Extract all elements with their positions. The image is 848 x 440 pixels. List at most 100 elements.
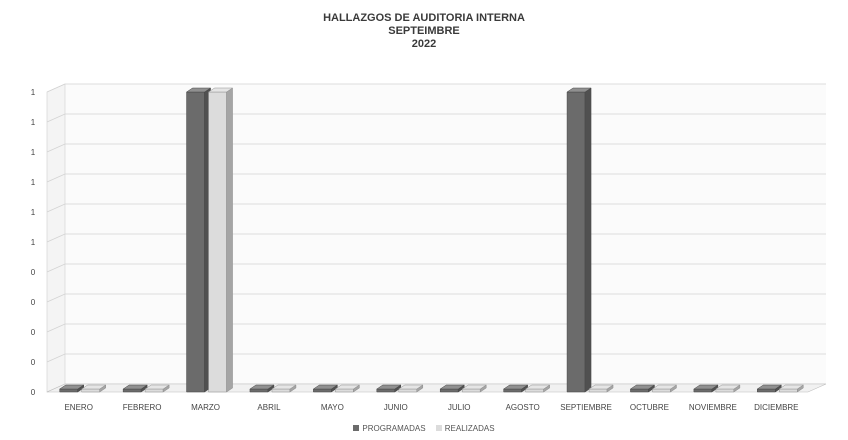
bar-programadas-septiembre	[566, 87, 592, 393]
y-tick-label: 1	[31, 178, 36, 187]
bar-realizadas-octubre	[651, 384, 678, 393]
bar-top	[629, 384, 656, 390]
y-tick-label: 1	[31, 88, 36, 97]
bar-top	[271, 384, 297, 390]
bar-front	[376, 388, 396, 393]
bar-front	[335, 388, 354, 393]
bar-realizadas-junio	[397, 384, 424, 393]
bar-programadas-marzo	[185, 87, 212, 393]
x-tick-label: DICIEMBRE	[754, 403, 798, 412]
bar-realizadas-enero	[80, 384, 107, 393]
chart-title: HALLAZGOS DE AUDITORIA INTERNA	[323, 12, 525, 24]
bar-front	[525, 388, 544, 393]
bar-front	[503, 388, 522, 393]
y-tick-label: 1	[31, 118, 36, 127]
bar-realizadas-julio	[461, 384, 488, 393]
x-tick-label: OCTUBRE	[630, 403, 669, 412]
x-tick-label: MARZO	[191, 403, 220, 412]
chart-subtitle: SEPTEIMBRE	[388, 25, 460, 37]
x-tick-label: ENERO	[64, 403, 92, 412]
bar-realizadas-abril	[271, 384, 297, 393]
legend-swatch-realizadas	[435, 425, 442, 431]
bar-programadas-agosto	[502, 384, 529, 393]
x-tick-label: SEPTIEMBRE	[560, 403, 612, 412]
bar-front	[439, 388, 459, 393]
bar-top	[502, 384, 529, 390]
bar-programadas-noviembre	[693, 384, 719, 393]
bar-programadas-febrero	[122, 384, 148, 393]
bar-top	[185, 87, 212, 93]
x-tick-label: NOVIEMBRE	[689, 403, 737, 412]
bar-top	[651, 384, 678, 390]
bar-programadas-junio	[375, 384, 402, 393]
bar-realizadas-diciembre	[778, 384, 805, 393]
bar-side	[584, 87, 592, 393]
bar-front	[59, 388, 78, 393]
y-tick-label: 0	[31, 358, 36, 367]
bar-top	[144, 384, 170, 390]
bar-programadas-enero	[58, 384, 85, 393]
x-tick-label: JUNIO	[384, 403, 408, 412]
bar-top	[778, 384, 805, 390]
chart-title-block: HALLAZGOS DE AUDITORIA INTERNA SEPTEIMBR…	[0, 12, 848, 51]
bar-front	[588, 388, 608, 393]
y-tick-label: 0	[31, 268, 36, 277]
legend-swatch-programadas	[353, 425, 360, 431]
bar-top	[566, 87, 592, 93]
bar-front	[186, 91, 205, 393]
x-tick-label: JULIO	[448, 403, 471, 412]
y-tick-label: 0	[31, 298, 36, 307]
bar-realizadas-marzo	[207, 87, 234, 393]
x-tick-label: FEBRERO	[123, 403, 162, 412]
legend-item-realizadas: REALIZADAS	[435, 424, 495, 433]
bar-front	[715, 388, 735, 393]
bar-front	[652, 388, 671, 393]
y-tick-label: 1	[31, 208, 36, 217]
bar-front	[779, 388, 798, 393]
y-tick-label: 1	[31, 148, 36, 157]
bar-front	[122, 388, 142, 393]
bar-programadas-julio	[439, 384, 466, 393]
x-tick-label: ABRIL	[257, 403, 281, 412]
bar-programadas-octubre	[629, 384, 656, 393]
bar-top	[756, 384, 783, 390]
bar-top	[524, 384, 551, 390]
bar-realizadas-febrero	[144, 384, 170, 393]
y-tick-label: 0	[31, 388, 36, 397]
x-tick-label: AGOSTO	[506, 403, 540, 412]
bar-top	[58, 384, 85, 390]
bar-top	[588, 384, 614, 390]
bar-programadas-mayo	[312, 384, 339, 393]
bar-top	[122, 384, 148, 390]
bar-top	[312, 384, 339, 390]
bar-top	[334, 384, 361, 390]
chart-year: 2022	[411, 38, 437, 50]
legend-item-programadas: PROGRAMADAS	[353, 424, 426, 433]
bar-side	[226, 87, 233, 393]
bar-programadas-diciembre	[756, 384, 783, 393]
bar-front	[81, 388, 100, 393]
bar-realizadas-agosto	[524, 384, 551, 393]
legend-label-programadas: PROGRAMADAS	[362, 424, 426, 433]
bar-top	[207, 87, 234, 93]
bar-front	[271, 388, 291, 393]
bar-top	[715, 384, 741, 390]
bar-front	[757, 388, 776, 393]
bar-front	[566, 91, 586, 393]
chart-legend: PROGRAMADAS REALIZADAS	[0, 424, 848, 433]
bar-realizadas-mayo	[334, 384, 361, 393]
bar-front	[249, 388, 269, 393]
bar-top	[80, 384, 107, 390]
y-tick-label: 0	[31, 328, 36, 337]
x-tick-label: MAYO	[321, 403, 344, 412]
gridline	[46, 83, 826, 93]
bar-front	[461, 388, 481, 393]
bar-front	[144, 388, 164, 393]
legend-label-realizadas: REALIZADAS	[444, 424, 495, 433]
bar-top	[249, 384, 275, 390]
bar-programadas-abril	[249, 384, 275, 393]
bar-front	[398, 388, 418, 393]
y-tick-label: 1	[31, 238, 36, 247]
